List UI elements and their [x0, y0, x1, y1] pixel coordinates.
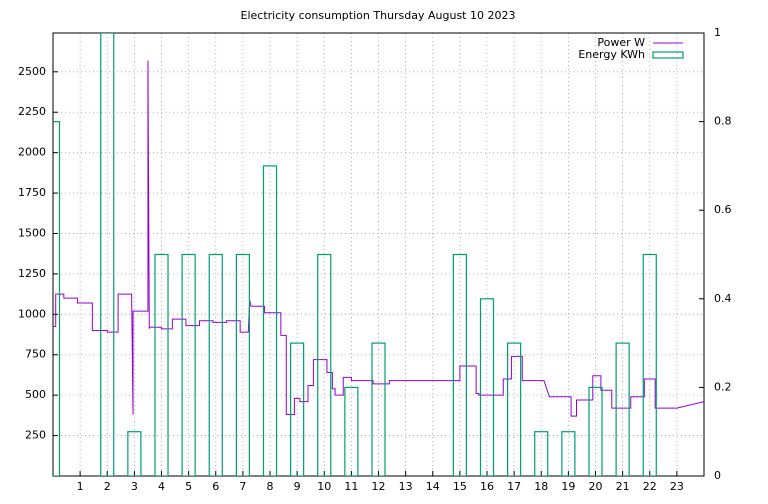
x-tick-label: 6 [212, 480, 219, 493]
bar [127, 431, 142, 476]
x-tick-label: 8 [267, 480, 274, 493]
bar [53, 120, 61, 476]
legend-label: Energy KWh [578, 48, 645, 61]
bar [344, 386, 359, 476]
x-tick-label: 10 [317, 480, 331, 493]
bar [262, 165, 278, 476]
y-tick-label: 750 [25, 348, 46, 361]
y2-tick-label: 0.8 [714, 115, 732, 128]
y-tick-label: 2250 [18, 105, 46, 118]
x-tick-label: 19 [561, 480, 575, 493]
bar [615, 342, 630, 476]
legend-swatch [652, 51, 684, 59]
bar [100, 33, 115, 476]
y-tick-label: 1250 [18, 267, 46, 280]
x-tick-label: 21 [616, 480, 630, 493]
bar [561, 431, 576, 476]
bar [235, 253, 250, 476]
y2-tick-label: 1 [714, 26, 721, 39]
bar [371, 342, 386, 476]
bar [588, 386, 603, 476]
y2-tick-label: 0.6 [714, 203, 732, 216]
y-tick-label: 1000 [18, 307, 46, 320]
x-tick-label: 22 [643, 480, 657, 493]
x-tick-label: 13 [399, 480, 413, 493]
line [53, 60, 704, 417]
y2-tick-label: 0 [714, 469, 721, 482]
x-tick-label: 4 [158, 480, 165, 493]
bar [154, 253, 169, 476]
y-tick-label: 2500 [18, 65, 46, 78]
x-tick-label: 20 [589, 480, 603, 493]
x-tick-label: 18 [534, 480, 548, 493]
y-tick-label: 2000 [18, 146, 46, 159]
bar [317, 253, 332, 476]
y-tick-label: 250 [25, 429, 46, 442]
y2-tick-label: 0.4 [714, 292, 732, 305]
x-tick-label: 11 [344, 480, 358, 493]
x-tick-label: 7 [239, 480, 246, 493]
y-tick-label: 1500 [18, 226, 46, 239]
x-tick-label: 3 [131, 480, 138, 493]
x-tick-label: 5 [185, 480, 192, 493]
bar [642, 253, 657, 476]
bar [290, 342, 305, 476]
bar [507, 342, 522, 476]
bar [208, 253, 223, 476]
x-tick-label: 15 [453, 480, 467, 493]
x-tick-label: 16 [480, 480, 494, 493]
bar [452, 253, 467, 476]
bar [534, 431, 549, 476]
y-tick-label: 500 [25, 388, 46, 401]
x-tick-label: 14 [426, 480, 440, 493]
bar [479, 298, 495, 476]
x-tick-label: 17 [507, 480, 521, 493]
x-tick-label: 2 [104, 480, 111, 493]
y2-tick-label: 0.2 [714, 380, 732, 393]
x-tick-label: 12 [372, 480, 386, 493]
bar [181, 253, 196, 476]
legend-label: Power W [597, 36, 645, 49]
y-tick-label: 1750 [18, 186, 46, 199]
x-tick-label: 9 [294, 480, 301, 493]
x-tick-label: 1 [77, 480, 84, 493]
x-tick-label: 23 [670, 480, 684, 493]
chart-title: Electricity consumption Thursday August … [241, 9, 516, 22]
